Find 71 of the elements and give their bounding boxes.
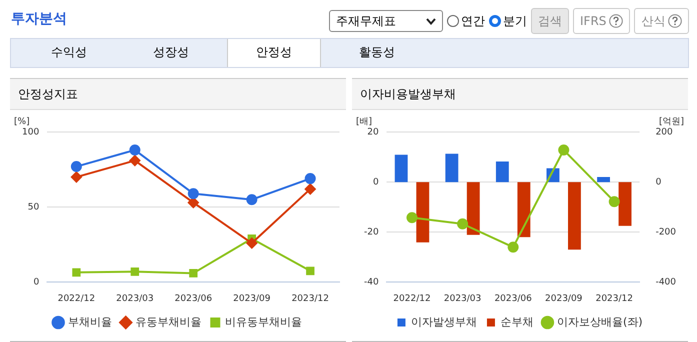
bar bbox=[445, 154, 458, 182]
point bbox=[558, 144, 570, 156]
text: 검색 bbox=[531, 8, 569, 34]
point bbox=[608, 196, 620, 208]
y2-tick-label: -200 bbox=[656, 227, 676, 238]
y-axis-title: [배] bbox=[356, 116, 372, 127]
chart-title: 이자비용발생부채 bbox=[352, 79, 688, 110]
legend-label: 부채비율 bbox=[68, 315, 112, 328]
x-tick-label: 2023/06 bbox=[174, 294, 212, 304]
text: 안정성 bbox=[227, 39, 321, 67]
point bbox=[304, 173, 316, 184]
x-tick-label: 2023/03 bbox=[116, 294, 154, 304]
text: 성장성 bbox=[152, 44, 190, 61]
y-axis-title: [%] bbox=[14, 116, 30, 127]
y-tick-label: 0 bbox=[372, 177, 379, 188]
point bbox=[130, 268, 140, 276]
text: 수익성 bbox=[50, 44, 88, 61]
bar bbox=[496, 162, 509, 182]
point bbox=[304, 184, 316, 195]
point bbox=[306, 266, 314, 276]
point bbox=[189, 269, 198, 278]
legend-label: 유동부채비율 bbox=[135, 315, 202, 328]
text: 활동성 bbox=[358, 44, 396, 61]
point bbox=[457, 218, 468, 230]
bar bbox=[568, 182, 581, 250]
point bbox=[406, 212, 418, 224]
point bbox=[70, 172, 82, 183]
y-tick-label: 20 bbox=[367, 127, 379, 138]
point bbox=[188, 197, 199, 208]
point bbox=[129, 144, 140, 156]
point bbox=[129, 155, 140, 166]
y-tick-label: 0 bbox=[33, 278, 40, 288]
y-tick-label: 50 bbox=[28, 202, 40, 212]
legend-label: 비유동부채비율 bbox=[224, 315, 302, 328]
chart-title: 안정성지표 bbox=[10, 79, 346, 110]
y2-axis-title: [억원] bbox=[658, 116, 684, 127]
bar bbox=[466, 182, 480, 235]
x-tick-label: 2023/06 bbox=[494, 294, 532, 304]
text: 연간 bbox=[460, 12, 485, 30]
point bbox=[246, 194, 258, 206]
x-tick-label: 2023/12 bbox=[292, 294, 329, 304]
point bbox=[70, 161, 82, 172]
x-tick-label: 2023/09 bbox=[545, 294, 583, 304]
bar bbox=[618, 182, 632, 226]
point bbox=[72, 268, 81, 277]
bar bbox=[597, 177, 610, 182]
point bbox=[188, 188, 199, 200]
x-tick-label: 2023/12 bbox=[596, 294, 633, 304]
bar bbox=[394, 154, 408, 182]
y-tick-label: -40 bbox=[364, 278, 379, 288]
text: 산식 bbox=[634, 8, 690, 34]
y-tick-label: -20 bbox=[364, 227, 379, 238]
legend-label: 이자발생부채 bbox=[410, 315, 477, 328]
x-tick-label: 2022/12 bbox=[58, 294, 96, 304]
text: 분기 bbox=[502, 12, 527, 30]
x-tick-label: 2023/03 bbox=[444, 294, 482, 304]
y2-tick-label: -400 bbox=[656, 278, 676, 288]
x-tick-label: 2023/09 bbox=[233, 294, 271, 304]
y-tick-label: 100 bbox=[22, 127, 40, 138]
legend-label: 이자보상배율(좌) bbox=[556, 315, 643, 328]
x-tick-label: 2022/12 bbox=[393, 294, 431, 304]
bar bbox=[416, 182, 430, 242]
y2-tick-label: 0 bbox=[656, 177, 662, 188]
y2-tick-label: 200 bbox=[656, 127, 674, 138]
bar bbox=[517, 182, 530, 238]
text: 주재무제표 bbox=[336, 12, 396, 30]
legend-label: 순부채 bbox=[500, 315, 534, 328]
point bbox=[508, 242, 519, 253]
text: 투자분석 bbox=[11, 10, 67, 28]
point bbox=[246, 238, 258, 249]
text: IFRS bbox=[573, 8, 630, 34]
